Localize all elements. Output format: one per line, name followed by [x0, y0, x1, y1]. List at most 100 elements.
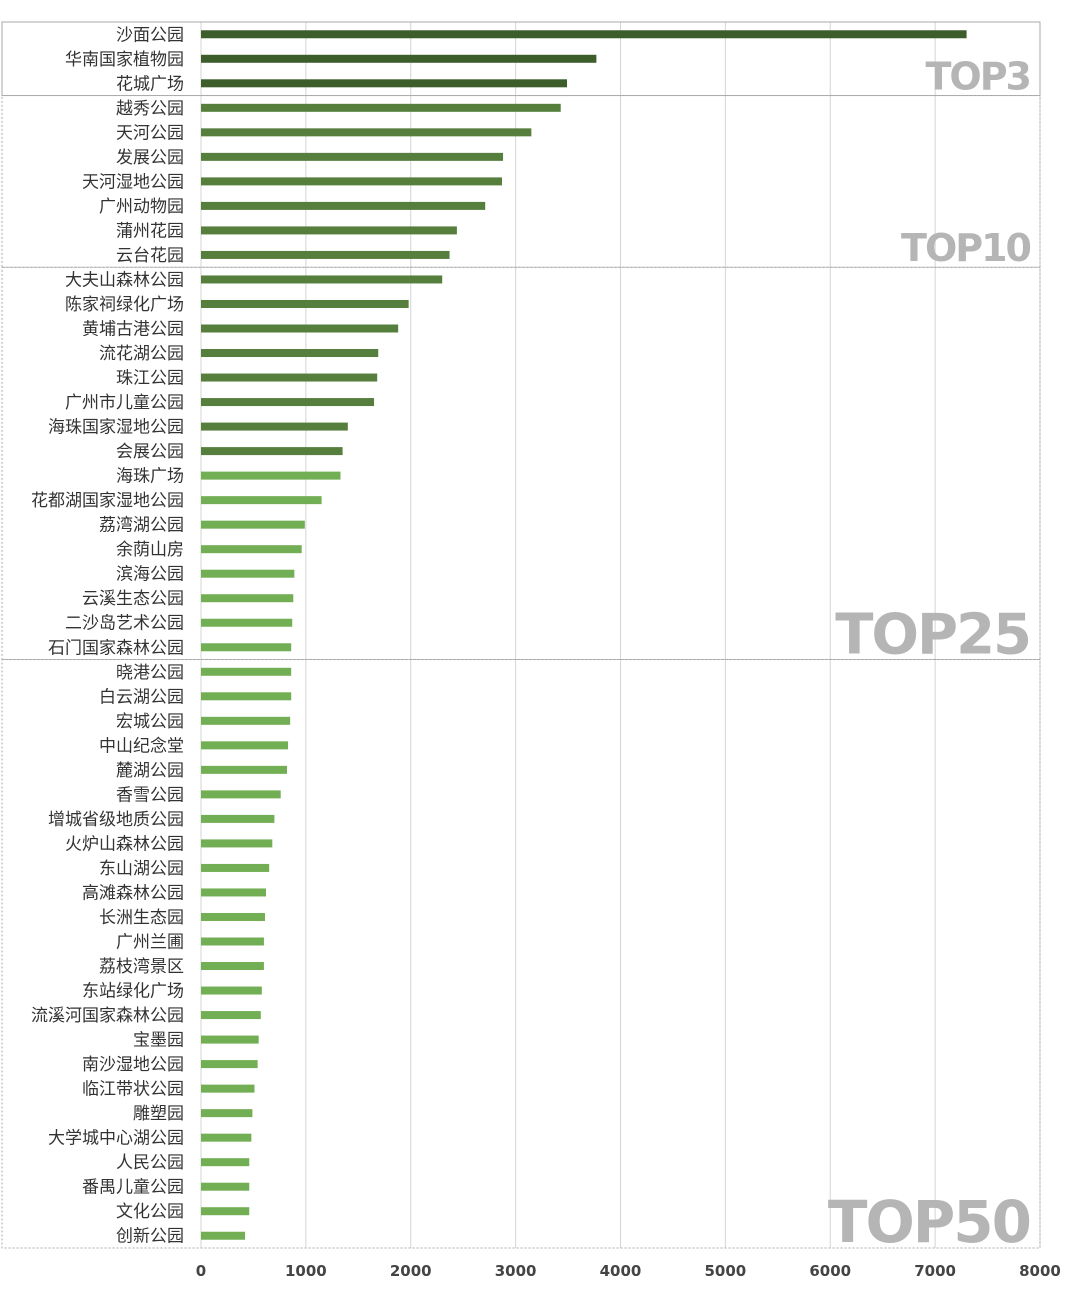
category-label: 发展公园: [116, 148, 184, 168]
category-label: 海珠广场: [116, 467, 184, 487]
bar: [201, 790, 281, 799]
bar: [201, 594, 294, 603]
category-label: 海珠国家湿地公园: [48, 418, 184, 438]
category-label: 文化公园: [116, 1202, 184, 1222]
bar: [201, 716, 291, 725]
category-label: 蒲州花园: [116, 221, 184, 241]
x-tick-label: 8000: [1019, 1262, 1061, 1280]
bar: [201, 1035, 259, 1044]
bar: [201, 863, 270, 872]
category-label: 华南国家植物园: [65, 50, 184, 70]
group-label: TOP50: [828, 1188, 1030, 1256]
category-label: 黄埔古港公园: [82, 320, 184, 340]
category-label: 流花湖公园: [99, 344, 184, 364]
category-label: 越秀公园: [116, 99, 184, 119]
x-tick-label: 2000: [390, 1262, 432, 1280]
bar: [201, 299, 409, 308]
category-label: 云溪生态公园: [82, 589, 184, 609]
category-label: 沙面公园: [116, 25, 184, 45]
x-tick-label: 0: [196, 1262, 206, 1280]
bar: [201, 741, 289, 750]
bar: [201, 324, 399, 333]
bar: [201, 201, 486, 210]
bar: [201, 520, 305, 529]
x-tick-label: 3000: [495, 1262, 537, 1280]
category-label: 大学城中心湖公园: [48, 1129, 184, 1149]
category-label: 珠江公园: [116, 369, 184, 389]
category-label: 南沙湿地公园: [82, 1055, 184, 1075]
bar: [201, 1182, 250, 1191]
category-label: 广州兰圃: [116, 933, 184, 953]
category-label: 香雪公园: [116, 785, 184, 805]
bar: [201, 1011, 261, 1020]
bar: [201, 1060, 258, 1069]
bar: [201, 839, 273, 848]
bar: [201, 398, 375, 407]
category-label: 白云湖公园: [99, 687, 184, 707]
bar: [201, 79, 568, 88]
bar: [201, 545, 302, 554]
bar: [201, 569, 295, 578]
bar: [201, 1207, 250, 1216]
category-label: 创新公园: [116, 1227, 184, 1247]
category-label: 花城广场: [116, 74, 184, 94]
group-box: [1, 266, 1041, 661]
category-label: 二沙岛艺术公园: [65, 614, 184, 634]
category-label: 宏城公园: [116, 712, 184, 732]
bars: [201, 30, 967, 1240]
category-label: 余荫山房: [116, 540, 184, 560]
category-label: 滨海公园: [116, 565, 184, 585]
bar: [201, 912, 265, 921]
bar: [201, 496, 322, 505]
x-tick-label: 6000: [809, 1262, 851, 1280]
category-label: 雕塑园: [133, 1104, 184, 1124]
bar: [201, 226, 457, 235]
group-boxes: [1, 21, 1041, 1249]
category-label: 临江带状公园: [82, 1080, 184, 1100]
bar: [201, 888, 267, 897]
group-label: TOP3: [925, 55, 1030, 99]
group-box: [1, 95, 1041, 268]
bar: [201, 1109, 253, 1118]
bar: [201, 30, 967, 39]
category-label: 麓湖公园: [116, 761, 184, 781]
x-axis-ticks: 0 1000 2000 3000 4000 5000 6000 7000 8000: [196, 1262, 1061, 1280]
category-label: 荔湾湖公园: [99, 516, 184, 536]
x-tick-label: 7000: [914, 1262, 956, 1280]
bar: [201, 937, 264, 946]
bar: [201, 643, 292, 652]
bar: [201, 103, 561, 112]
category-label: 晓港公园: [116, 663, 184, 683]
category-labels: 沙面公园华南国家植物园花城广场越秀公园天河公园发展公园天河湿地公园广州动物园蒲州…: [31, 25, 184, 1246]
category-label: 大夫山森林公园: [65, 270, 184, 290]
category-label: 宝墨园: [133, 1031, 184, 1051]
category-label: 陈家祠绿化广场: [65, 295, 184, 315]
group-box: [1, 21, 1041, 97]
bar: [201, 765, 287, 774]
bar: [201, 54, 597, 63]
group-labels: TOP3 TOP10 TOP25 TOP50: [828, 55, 1033, 1256]
category-label: 广州动物园: [99, 197, 184, 217]
bar: [201, 1158, 250, 1167]
category-label: 人民公园: [116, 1153, 184, 1173]
category-label: 东山湖公园: [99, 859, 184, 879]
bar: [201, 152, 504, 161]
category-label: 高滩森林公园: [82, 883, 184, 903]
bar: [201, 692, 292, 701]
category-label: 天河湿地公园: [82, 172, 184, 192]
category-label: 东站绿化广场: [82, 982, 184, 1002]
bar: [201, 349, 379, 358]
group-label: TOP10: [901, 226, 1031, 270]
category-label: 荔枝湾景区: [99, 957, 184, 977]
bar: [201, 128, 532, 137]
category-label: 石门国家森林公园: [48, 638, 184, 658]
bar: [201, 814, 275, 823]
category-label: 增城省级地质公园: [48, 810, 184, 830]
bar: [201, 275, 443, 284]
category-label: 广州市儿童公园: [65, 393, 184, 413]
category-label: 长洲生态园: [99, 908, 184, 928]
bar: [201, 1084, 255, 1093]
bar: [201, 422, 348, 431]
category-label: 会展公园: [116, 442, 184, 462]
